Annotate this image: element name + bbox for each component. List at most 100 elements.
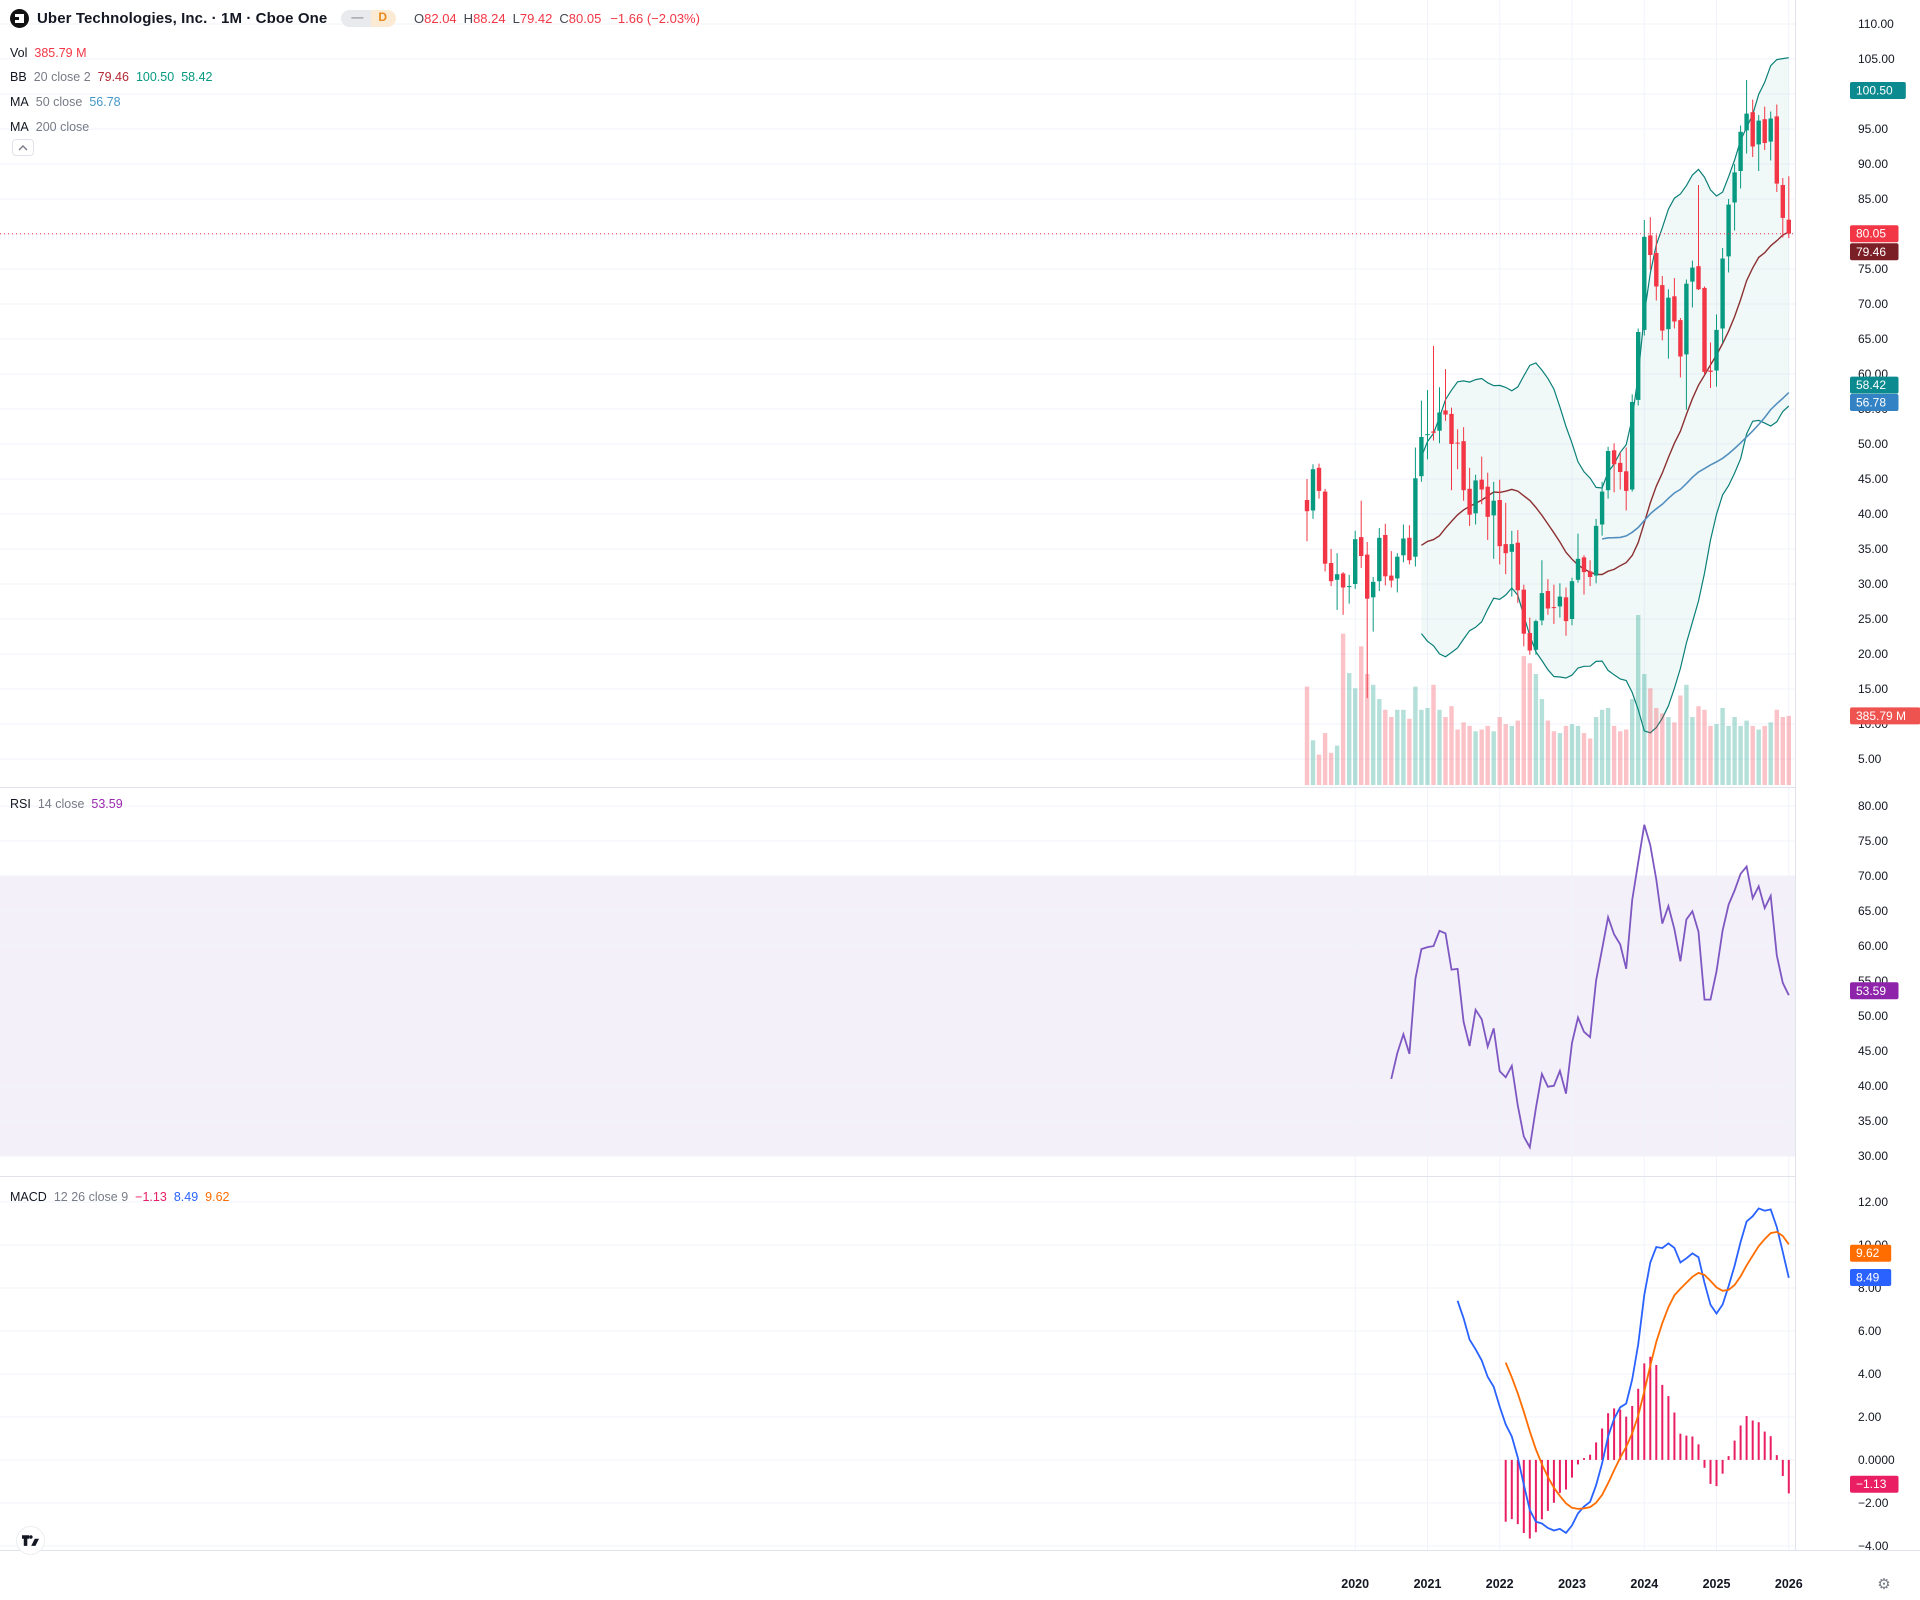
candle-body — [1431, 431, 1436, 433]
candle-body — [1395, 556, 1400, 579]
time-axis[interactable]: 2020 2021 2022 2023 2024 2025 2026 ⚙ — [0, 1551, 1920, 1600]
volume-bar — [1551, 731, 1557, 785]
volume-bar — [1611, 725, 1617, 785]
volume-bar — [1485, 725, 1490, 785]
close-label: C — [559, 11, 569, 26]
volume-bar — [1684, 684, 1689, 785]
volume-bar — [1762, 725, 1767, 785]
axis-tick-label: 40.00 — [1858, 1079, 1888, 1093]
collapse-indicators-button[interactable] — [12, 139, 34, 156]
legend-ma200[interactable]: MA 200 close — [10, 118, 89, 135]
time-axis-year-label: 2024 — [1630, 1577, 1658, 1591]
candle-body — [1497, 500, 1502, 547]
candle-body — [1726, 204, 1731, 257]
axis-badge-bg — [1850, 394, 1899, 411]
axis-tick-label: 4.00 — [1858, 1367, 1882, 1381]
axis-tick-label: 30.00 — [1858, 577, 1888, 591]
candle-body — [1672, 296, 1677, 322]
volume-bar — [1786, 715, 1791, 785]
candle-body — [1636, 332, 1641, 400]
legend-rsi-value: 53.59 — [91, 796, 123, 811]
axis-tick-label: 70.00 — [1858, 869, 1888, 883]
volume-bar — [1726, 725, 1731, 785]
axis-tick-label: 45.00 — [1858, 472, 1888, 486]
volume-bar — [1768, 722, 1773, 785]
bb-fill — [1421, 57, 1789, 733]
volume-bar — [1437, 709, 1442, 785]
status-dash-icon: — — [341, 10, 372, 27]
candle-body — [1383, 535, 1388, 577]
axis-badge-text: 8.49 — [1856, 1271, 1880, 1285]
candle-body — [1479, 479, 1484, 490]
price-axis[interactable]: 5.0010.0015.0020.0025.0030.0035.0040.004… — [1795, 0, 1920, 1553]
legend-ma50-name: MA — [10, 94, 29, 109]
volume-bar — [1359, 646, 1364, 785]
volume-bar — [1744, 720, 1749, 785]
axis-tick-label: 20.00 — [1858, 647, 1888, 661]
legend-rsi-params: 14 close — [37, 796, 85, 811]
volume-bar — [1365, 674, 1370, 785]
candle-body — [1642, 236, 1647, 330]
volume-bar — [1461, 722, 1466, 785]
candle-body — [1419, 437, 1424, 477]
volume-bar — [1503, 724, 1508, 785]
legend-bb-params: 20 close 2 — [33, 69, 91, 84]
volume-bar — [1491, 731, 1496, 785]
volume-bar — [1431, 684, 1436, 785]
symbol-title[interactable]: Uber Technologies, Inc. · 1M · Cboe One — [37, 10, 328, 27]
candle-body — [1666, 297, 1671, 330]
legend-bb[interactable]: BB 20 close 2 79.46 100.50 58.42 — [10, 68, 212, 85]
axis-badge-text: 79.46 — [1856, 245, 1886, 259]
volume-bar — [1413, 686, 1418, 786]
axis-tick-label: 80.00 — [1858, 799, 1888, 813]
axis-badge: 58.42 — [1850, 376, 1899, 394]
candle-body — [1485, 486, 1490, 517]
axis-badge-bg — [1850, 1244, 1892, 1262]
candle-body — [1509, 544, 1514, 552]
interval-status[interactable]: — D — [341, 10, 396, 27]
axis-tick-label: 5.00 — [1858, 752, 1882, 766]
legend-ma50[interactable]: MA 50 close 56.78 — [10, 93, 121, 110]
axis-tick-label: 85.00 — [1858, 192, 1888, 206]
volume-bar — [1575, 725, 1581, 785]
volume-bar — [1383, 709, 1388, 785]
candle-body — [1334, 574, 1340, 580]
candle-body — [1768, 118, 1773, 142]
volume-bar — [1678, 695, 1683, 785]
open-value: 82.04 — [424, 11, 457, 26]
gridlines — [0, 0, 1795, 1550]
volume-bar — [1353, 688, 1358, 785]
ma50-line — [1601, 392, 1790, 540]
legend-bb-basis: 79.46 — [97, 69, 129, 84]
legend-macd[interactable]: MACD 12 26 close 9 −1.13 8.49 9.62 — [10, 1188, 230, 1205]
tradingview-logo[interactable] — [16, 1526, 45, 1555]
volume-bar — [1750, 725, 1755, 785]
volume-bar — [1304, 686, 1310, 786]
volume-bar — [1539, 699, 1545, 785]
axis-tick-label: 6.00 — [1858, 1324, 1882, 1338]
candle-body — [1587, 571, 1593, 577]
tradingview-logo-icon — [22, 1535, 39, 1546]
settings-gear-icon[interactable]: ⚙ — [1877, 1576, 1890, 1593]
candle-body — [1648, 235, 1653, 255]
volume-bar — [1347, 673, 1352, 785]
legend-rsi[interactable]: RSI 14 close 53.59 — [10, 795, 123, 812]
candle-body — [1310, 469, 1316, 511]
volume-bar — [1509, 725, 1514, 785]
legend-rsi-name: RSI — [10, 796, 31, 811]
volume-bar — [1696, 706, 1701, 785]
candle-body — [1599, 491, 1605, 525]
legend-ma50-params: 50 close — [35, 94, 83, 109]
axis-tick-label: 65.00 — [1858, 904, 1888, 918]
axis-badge-text: −1.13 — [1856, 1477, 1887, 1491]
candlesticks — [1304, 80, 1791, 699]
volume-bar — [1587, 738, 1593, 785]
candle-body — [1539, 593, 1545, 621]
legend-volume[interactable]: Vol 385.79 M — [10, 44, 87, 61]
candle-body — [1304, 500, 1310, 512]
candle-body — [1533, 621, 1539, 650]
candle-body — [1738, 131, 1743, 171]
candle-body — [1407, 537, 1412, 561]
axis-badge: 385.79 M — [1850, 707, 1920, 725]
